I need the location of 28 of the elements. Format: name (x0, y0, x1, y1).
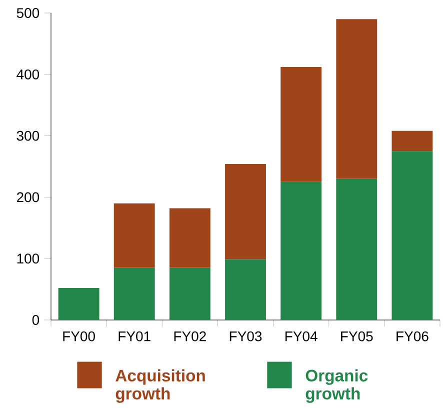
bar (114, 268, 155, 320)
bar (392, 130, 433, 152)
y-tick-label: 0 (32, 315, 40, 325)
bar (392, 151, 433, 320)
x-tick-label: FY02 (174, 331, 206, 342)
bar (336, 19, 378, 179)
bar (169, 268, 210, 320)
bar (58, 288, 100, 320)
y-tick-label: 100 (17, 254, 40, 264)
y-tick-label: 500 (16, 8, 40, 18)
x-tick-label: FY04 (285, 331, 318, 342)
x-tick-label: FY01 (118, 331, 150, 342)
bar (336, 178, 378, 320)
x-tick-label: FY00 (63, 331, 95, 342)
bar (280, 182, 322, 320)
x-tick-label: FY06 (396, 331, 428, 342)
y-tick-label: 200 (16, 192, 40, 202)
legend-label: Acquisition growth (116, 369, 205, 403)
y-tick-label: 400 (16, 69, 40, 80)
bar (225, 164, 266, 260)
bar (280, 67, 322, 182)
bar (225, 259, 266, 320)
y-tick-label: 300 (16, 130, 40, 141)
x-tick-label: FY03 (230, 331, 262, 342)
bar (114, 203, 155, 268)
x-tick-label: FY05 (341, 331, 373, 342)
bar (169, 208, 210, 268)
legend-label: Organic growth (306, 369, 368, 403)
